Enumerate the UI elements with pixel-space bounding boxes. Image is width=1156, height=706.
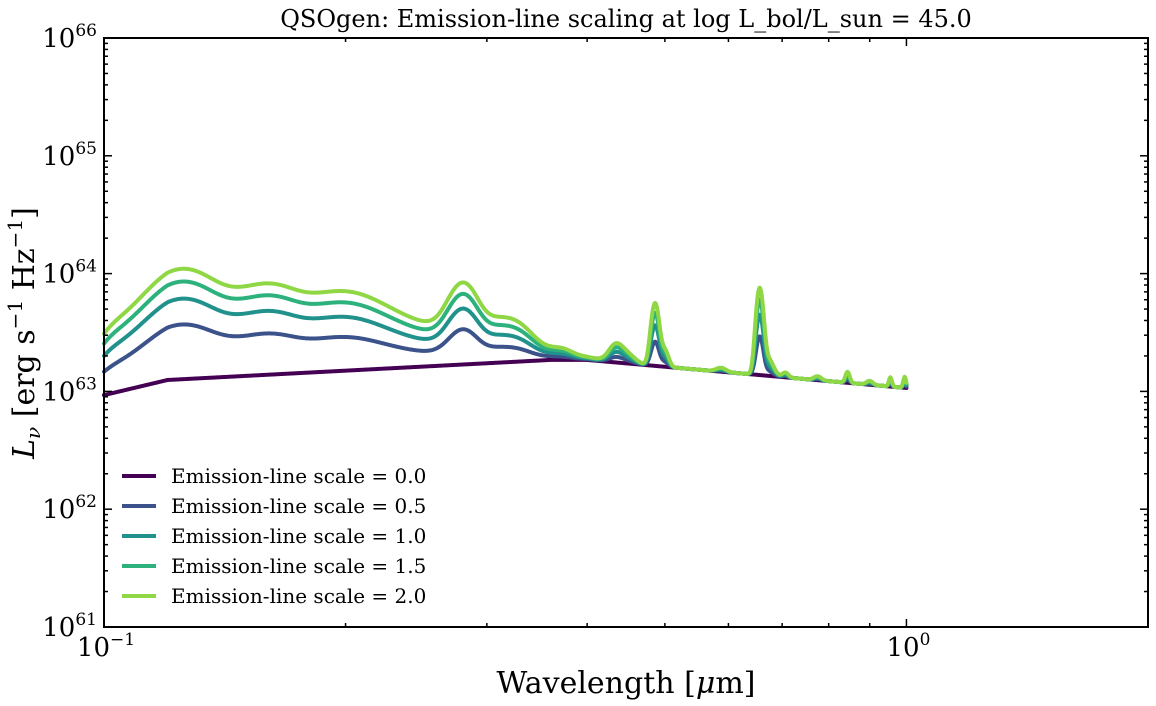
y-tick-label-exp: 61: [75, 610, 97, 630]
y-tick-label-base: 10: [42, 142, 75, 172]
y-axis-label-nu: ν: [21, 427, 45, 439]
y-axis-label-exp2: −1: [3, 219, 27, 248]
x-tick-label: 10−1: [77, 630, 135, 663]
y-tick-label-base: 10: [42, 377, 75, 407]
y-tick-label-exp: 66: [75, 21, 97, 41]
x-axis-label-mu: μ: [696, 666, 716, 701]
x-tick-label: 100: [886, 630, 930, 663]
x-axis-label: Wavelength [μm]: [497, 666, 756, 701]
y-tick-label: 1064: [42, 257, 97, 290]
y-tick-label-exp: 64: [75, 257, 97, 277]
legend-label-3: Emission-line scale = 1.5: [171, 554, 426, 578]
series-line-4: [102, 266, 909, 390]
legend-label-2: Emission-line scale = 1.0: [171, 524, 426, 548]
y-axis-label: Lν [erg s−1 Hz−1]: [3, 207, 45, 460]
x-tick-label-base: 10: [77, 633, 110, 663]
x-tick-label-base: 10: [886, 633, 919, 663]
y-tick-label: 1063: [42, 374, 97, 407]
y-tick-label-exp: 65: [75, 139, 97, 159]
y-tick-label-base: 10: [42, 613, 75, 643]
y-tick-label: 1062: [42, 492, 97, 525]
plot-frame: [103, 37, 1149, 628]
y-tick-label: 1066: [42, 21, 97, 54]
y-tick-label-base: 10: [42, 495, 75, 525]
legend-label-0: Emission-line scale = 0.0: [171, 464, 426, 488]
x-axis-label-main: Wavelength [: [497, 666, 696, 701]
x-axis-label-unit: m]: [715, 666, 755, 701]
y-tick-label: 1065: [42, 139, 97, 172]
y-tick-label-exp: 63: [75, 374, 97, 394]
legend-label-1: Emission-line scale = 0.5: [171, 494, 426, 518]
x-tick-label-exp: 0: [920, 630, 931, 650]
y-axis-label-rest: [erg s: [7, 329, 42, 426]
x-tick-label-exp: −1: [110, 630, 135, 650]
chart-title: QSOgen: Emission-line scaling at log L_b…: [280, 5, 972, 33]
y-axis-label-L: L: [7, 439, 42, 460]
series-line-0: [102, 357, 909, 398]
y-tick-label-base: 10: [42, 24, 75, 54]
legend-label-4: Emission-line scale = 2.0: [171, 584, 426, 608]
y-axis-label-hz: Hz: [7, 248, 42, 300]
y-axis-label-exp1: −1: [3, 300, 27, 329]
legend: Emission-line scale = 0.0 Emission-line s…: [122, 464, 426, 608]
y-tick-label: 1061: [42, 610, 97, 643]
y-tick-label-exp: 62: [75, 492, 97, 512]
plot-lines: [102, 266, 909, 398]
y-axis-label-close: ]: [7, 207, 42, 219]
y-tick-label-base: 10: [42, 260, 75, 290]
